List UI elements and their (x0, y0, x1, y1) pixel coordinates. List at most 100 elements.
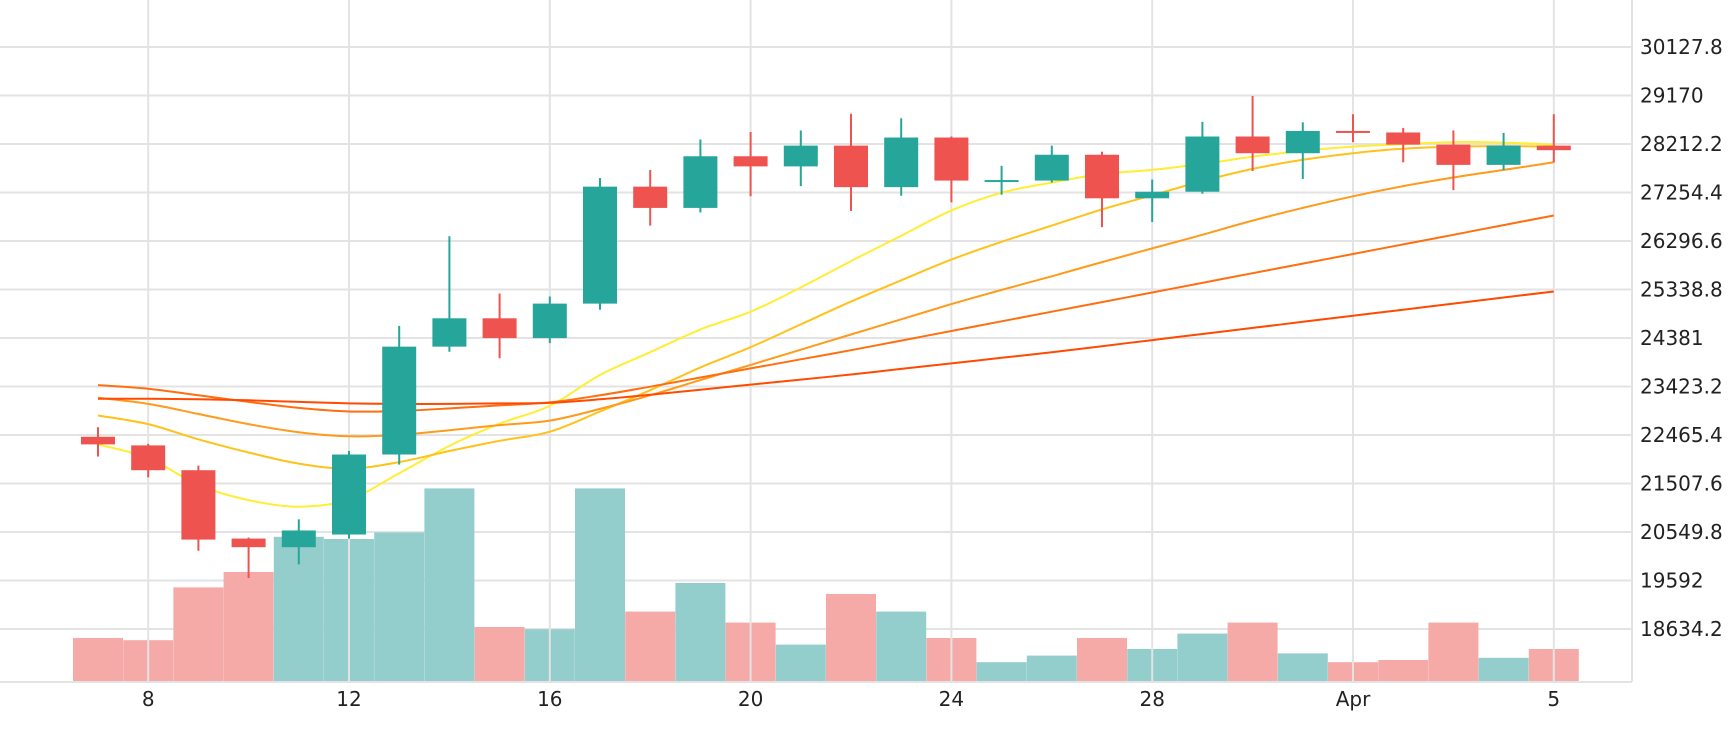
volume-bar (1428, 622, 1479, 682)
candle (1536, 114, 1571, 163)
candle-body (1235, 136, 1270, 154)
volume-bar (1177, 633, 1228, 682)
candle (1034, 145, 1069, 183)
candle-body (633, 186, 668, 208)
y-tick-label: 26296.6 (1640, 229, 1723, 253)
volume-bar (1378, 660, 1429, 682)
candle-body (1386, 132, 1421, 145)
moving-average-line (97, 140, 1554, 508)
candle-body (181, 470, 216, 540)
candle-body (583, 186, 617, 304)
candle (482, 293, 517, 359)
price-axis-labels: 30127.8 29170 28212.2 27254.4 26296.6 25338.8… (1640, 35, 1723, 641)
candle-body (532, 303, 567, 339)
moving-average-line (97, 161, 1554, 438)
moving-average-line (97, 290, 1554, 405)
moving-average-line (97, 214, 1554, 413)
y-tick-label: 23423.2 (1640, 375, 1723, 399)
candle-body (1436, 144, 1471, 165)
volume-bar (424, 488, 475, 682)
x-tick-label: 20 (738, 687, 763, 711)
candle-body (231, 538, 266, 548)
candle-body (131, 445, 166, 471)
volume-bar (775, 644, 826, 682)
volume-bar (1277, 653, 1328, 682)
candle-body (1135, 191, 1170, 199)
candle (231, 537, 266, 579)
volume-bar (223, 572, 274, 682)
candle (583, 178, 617, 310)
candle-body (281, 530, 316, 548)
moving-average-line (97, 145, 1554, 470)
y-tick-label: 28212.2 (1640, 132, 1723, 156)
candle (1235, 96, 1270, 171)
candle (1386, 127, 1421, 163)
volume-bar (374, 532, 425, 682)
candle-body (884, 137, 919, 188)
candle-body (1085, 154, 1119, 199)
volume-bar (1478, 657, 1529, 682)
x-tick-label: 24 (939, 687, 964, 711)
candle-body (432, 318, 467, 347)
y-tick-label: 22465.4 (1640, 423, 1723, 447)
chart-axes (0, 0, 1633, 683)
moving-average-lines (97, 140, 1554, 508)
candle (1436, 130, 1471, 191)
candle (633, 169, 668, 226)
candle (1085, 151, 1119, 228)
y-tick-label: 18634.2 (1640, 617, 1723, 641)
candle-body (733, 156, 768, 167)
candle-body (1536, 145, 1571, 151)
candles (81, 96, 1571, 579)
candle (131, 443, 166, 478)
candle-body (482, 318, 517, 339)
candle-body (1034, 154, 1069, 181)
candle (834, 113, 868, 211)
candle-body (834, 145, 868, 188)
candle (81, 427, 115, 457)
volume-bars (73, 488, 1579, 682)
candle-body (382, 346, 417, 455)
candle (984, 165, 1019, 195)
candle-body (1336, 130, 1370, 133)
candle-body (934, 137, 969, 181)
volume-bar (1077, 638, 1127, 682)
candle (1486, 132, 1521, 170)
y-tick-label: 20549.8 (1640, 520, 1723, 544)
volume-bar (675, 583, 726, 682)
candle-body (984, 180, 1019, 183)
y-tick-label: 30127.8 (1640, 35, 1723, 59)
date-axis-labels: 8 12 16 20 24 28 Apr 5 (142, 687, 1560, 711)
y-tick-label: 19592 (1640, 569, 1704, 593)
candle (382, 325, 417, 465)
candle-body (81, 436, 115, 445)
volume-bar (625, 611, 676, 682)
candle-body (1486, 145, 1521, 165)
y-tick-label: 21507.6 (1640, 472, 1723, 496)
candle (1185, 121, 1220, 194)
x-tick-label: 8 (142, 687, 155, 711)
x-tick-label: Apr (1336, 687, 1371, 711)
candle-body (332, 454, 366, 535)
candle (884, 118, 919, 196)
volume-bar (173, 587, 224, 682)
candle-body (783, 145, 818, 167)
candle (1135, 179, 1170, 223)
y-tick-label: 24381 (1640, 326, 1704, 350)
y-tick-label: 27254.4 (1640, 181, 1723, 205)
x-tick-label: 5 (1547, 687, 1560, 711)
volume-bar (1026, 655, 1077, 682)
candle (281, 519, 316, 565)
volume-bar (73, 638, 123, 682)
volume-bar (1227, 622, 1278, 682)
candle (332, 450, 366, 539)
volume-bar (876, 611, 927, 682)
volume-bar (826, 594, 876, 682)
y-tick-label: 25338.8 (1640, 278, 1723, 302)
candle (1285, 122, 1320, 180)
candle (934, 136, 969, 203)
x-tick-label: 28 (1139, 687, 1164, 711)
y-tick-label: 29170 (1640, 84, 1704, 108)
